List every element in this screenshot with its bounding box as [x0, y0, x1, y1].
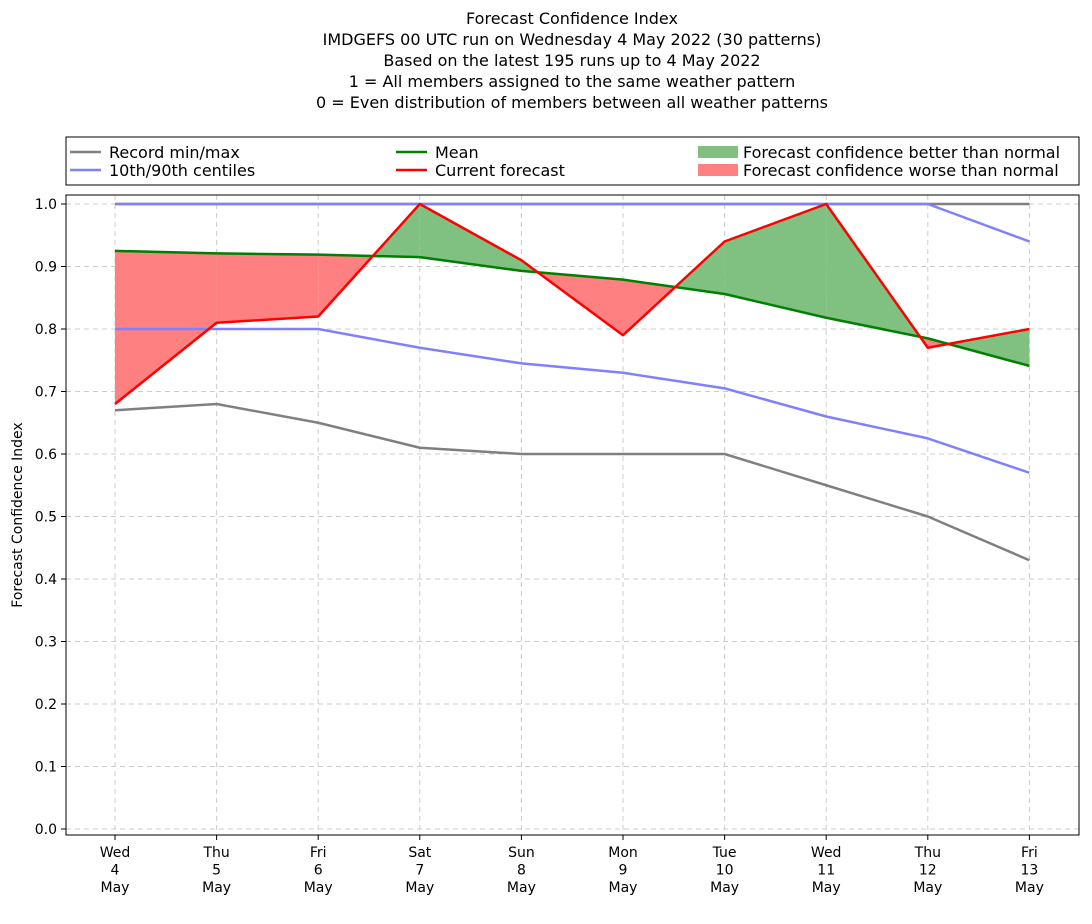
x-tick-label-4-0: Sun	[508, 845, 535, 861]
y-tick-label-5: 0.5	[35, 510, 57, 526]
series-line-record-min	[114, 402, 1030, 562]
x-tick-label-4-1: 8	[517, 863, 526, 879]
x-tick-label-1-0: Thu	[202, 845, 229, 861]
x-tick-label-9-0: Fri	[1021, 845, 1038, 861]
y-tick-label-1: 0.1	[35, 760, 57, 776]
y-tick-label-0: 0.0	[35, 822, 57, 838]
x-tick-label-7-2: May	[812, 880, 841, 896]
x-tick-label-0-0: Wed	[100, 845, 131, 861]
x-tick-label-9-1: 13	[1020, 863, 1038, 879]
legend-label-6: Forecast confidence worse than normal	[743, 161, 1059, 180]
x-tick-label-1-1: 5	[212, 863, 221, 879]
grid-lines	[66, 195, 1079, 835]
x-tick-label-6-2: May	[710, 880, 739, 896]
x-tick-label-0-1: 4	[111, 863, 120, 879]
title-line-4: 1 = All members assigned to the same wea…	[349, 72, 796, 91]
x-tick-label-7-0: Wed	[811, 845, 842, 861]
x-tick-label-2-0: Fri	[310, 845, 327, 861]
y-tick-label-6: 0.6	[35, 447, 57, 463]
x-axis: Wed4MayThu5MayFri6MaySat7MaySun8MayMon9M…	[100, 835, 1044, 896]
confidence-fills	[115, 204, 1030, 404]
y-tick-label-3: 0.3	[35, 635, 57, 651]
chart-legend: Record min/max Mean Forecast confidence be…	[65, 136, 1080, 186]
chart-title: Forecast Confidence Index IMDGEFS 00 UTC …	[316, 9, 828, 112]
title-line-1: Forecast Confidence Index	[466, 9, 678, 28]
series-line-current	[114, 202, 1030, 405]
x-tick-label-8-2: May	[913, 880, 942, 896]
x-tick-label-3-0: Sat	[408, 845, 431, 861]
legend-box	[65, 136, 1080, 186]
x-tick-label-8-0: Thu	[914, 845, 941, 861]
fill-worse-5-0	[623, 279, 676, 336]
fill-worse-1-0	[216, 253, 319, 323]
x-tick-label-9-2: May	[1015, 880, 1044, 896]
y-tick-label-2: 0.2	[35, 697, 57, 713]
x-tick-label-8-1: 12	[919, 863, 937, 879]
fill-better-6-0	[724, 204, 827, 318]
x-tick-label-6-0: Tue	[712, 845, 737, 861]
title-line-5: 0 = Even distribution of members between…	[316, 93, 828, 112]
series-line-mean	[114, 249, 1030, 368]
legend-label-5: Current forecast	[435, 161, 565, 180]
plot-area-frame	[65, 194, 1080, 836]
title-line-2: IMDGEFS 00 UTC run on Wednesday 4 May 20…	[323, 30, 822, 49]
legend-label-1: Record min/max	[109, 143, 240, 162]
legend-label-2: Mean	[435, 143, 479, 162]
x-tick-label-5-0: Mon	[608, 845, 638, 861]
y-axis: 0.0 0.1 0.2 0.3 0.4 0.5 0.6 0.7 0.8 0.9 1.0	[35, 197, 66, 838]
x-tick-label-2-1: 6	[314, 863, 323, 879]
x-tick-label-7-1: 11	[817, 863, 835, 879]
legend-swatch-3	[698, 146, 738, 158]
fill-better-3-0	[419, 204, 522, 271]
y-tick-label-9: 0.9	[35, 260, 57, 276]
series-line-p90	[115, 202, 1030, 243]
x-tick-label-6-1: 10	[716, 863, 734, 879]
x-tick-label-5-2: May	[609, 880, 638, 896]
x-tick-label-3-1: 7	[415, 863, 424, 879]
x-tick-label-2-2: May	[304, 880, 333, 896]
fill-better-8-1	[948, 329, 1030, 366]
x-tick-label-3-2: May	[405, 880, 434, 896]
series-line-p10	[115, 327, 1030, 474]
legend-swatch-6	[698, 164, 738, 176]
y-tick-label-4: 0.4	[35, 572, 57, 588]
x-tick-label-4-2: May	[507, 880, 536, 896]
title-line-3: Based on the latest 195 runs up to 4 May…	[383, 51, 760, 70]
y-tick-label-8: 0.8	[35, 322, 57, 338]
x-tick-label-5-1: 9	[619, 863, 628, 879]
y-tick-label-7: 0.7	[35, 385, 57, 401]
series-lines	[114, 202, 1030, 562]
y-tick-label-10: 1.0	[35, 197, 57, 213]
x-tick-label-1-2: May	[202, 880, 231, 896]
fill-better-5-1	[675, 241, 725, 294]
x-tick-label-0-2: May	[101, 880, 130, 896]
legend-label-3: Forecast confidence better than normal	[743, 143, 1060, 162]
fill-worse-0-0	[115, 250, 217, 404]
y-axis-label: Forecast Confidence Index	[10, 422, 26, 607]
legend-label-4: 10th/90th centiles	[109, 161, 255, 180]
